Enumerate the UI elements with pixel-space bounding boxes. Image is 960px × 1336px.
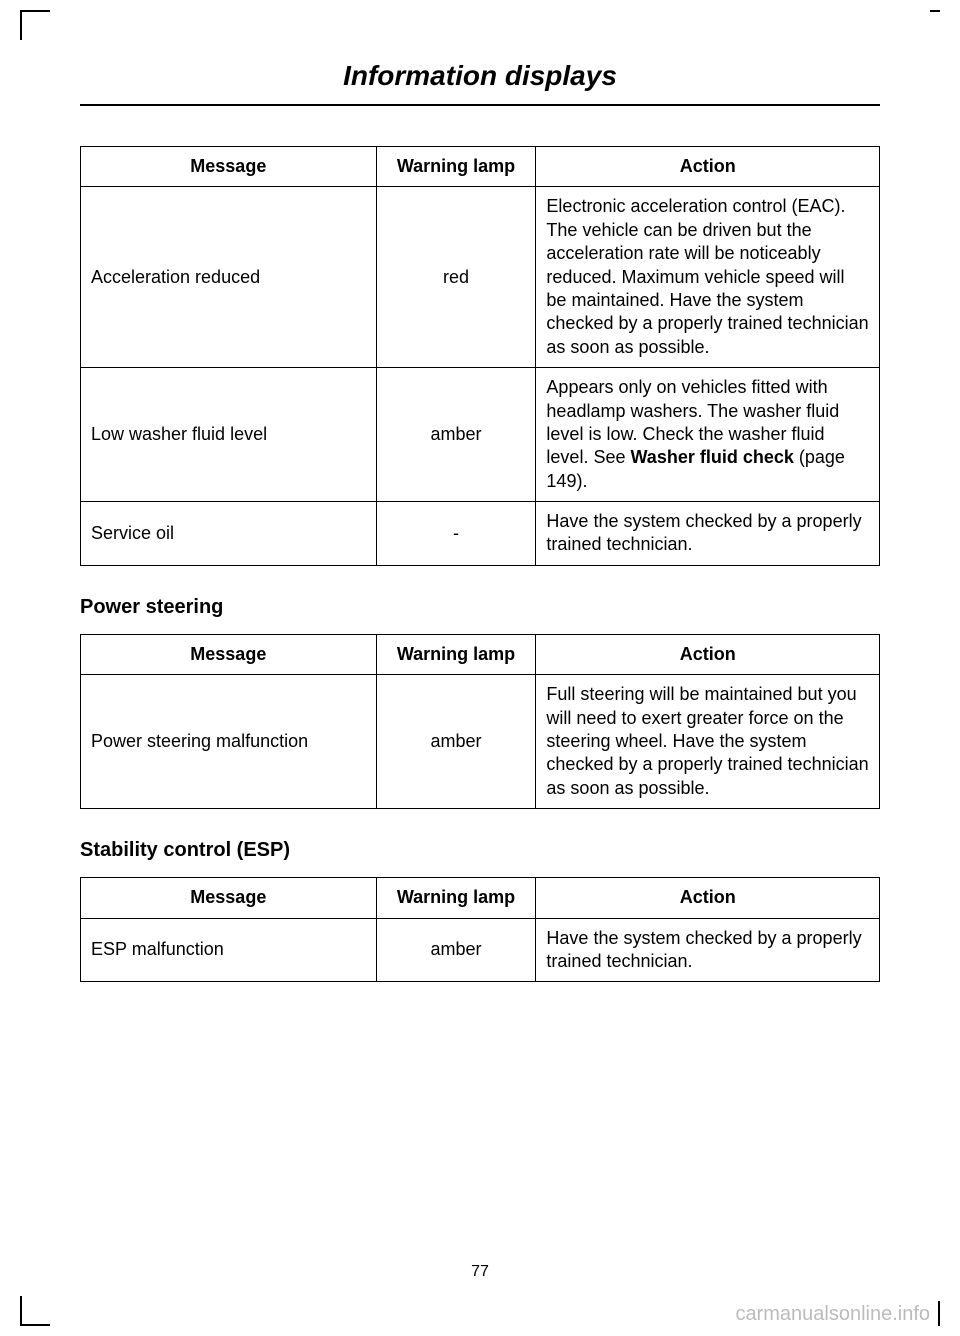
table-header-row: Message Warning lamp Action (81, 634, 880, 674)
header-action: Action (536, 878, 880, 918)
action-bold: Washer fluid check (630, 447, 793, 467)
table-row: Acceleration reduced red Electronic acce… (81, 187, 880, 368)
table-row: Low washer fluid level amber Appears onl… (81, 368, 880, 502)
cell-action: Electronic acceleration control (EAC). T… (536, 187, 880, 368)
cell-lamp: amber (376, 675, 536, 809)
cell-message: Low washer fluid level (81, 368, 377, 502)
table-header-row: Message Warning lamp Action (81, 878, 880, 918)
cell-lamp: amber (376, 918, 536, 982)
crop-mark-top-left (20, 10, 50, 40)
cell-lamp: - (376, 502, 536, 566)
page-title: Information displays (80, 60, 880, 106)
cell-message: Acceleration reduced (81, 187, 377, 368)
watermark: carmanualsonline.info (735, 1303, 930, 1326)
cell-action: Have the system checked by a properly tr… (536, 502, 880, 566)
table-header-row: Message Warning lamp Action (81, 147, 880, 187)
messages-table-2: Message Warning lamp Action Power steeri… (80, 634, 880, 809)
header-action: Action (536, 634, 880, 674)
crop-mark-bottom-right (938, 1301, 940, 1326)
crop-mark-top-right (930, 10, 940, 12)
cell-message: Power steering malfunction (81, 675, 377, 809)
table-row: Power steering malfunction amber Full st… (81, 675, 880, 809)
cell-lamp: red (376, 187, 536, 368)
page-number: 77 (0, 1263, 960, 1281)
header-lamp: Warning lamp (376, 147, 536, 187)
header-message: Message (81, 634, 377, 674)
messages-table-1: Message Warning lamp Action Acceleration… (80, 146, 880, 566)
header-message: Message (81, 147, 377, 187)
cell-action: Appears only on vehicles fitted with hea… (536, 368, 880, 502)
cell-message: Service oil (81, 502, 377, 566)
header-lamp: Warning lamp (376, 878, 536, 918)
crop-mark-bottom-left (20, 1296, 50, 1326)
subheading-power-steering: Power steering (80, 596, 880, 619)
header-message: Message (81, 878, 377, 918)
page-content: Information displays Message Warning lam… (0, 0, 960, 1052)
header-lamp: Warning lamp (376, 634, 536, 674)
table-row: Service oil - Have the system checked by… (81, 502, 880, 566)
header-action: Action (536, 147, 880, 187)
cell-lamp: amber (376, 368, 536, 502)
messages-table-3: Message Warning lamp Action ESP malfunct… (80, 877, 880, 982)
cell-action: Have the system checked by a properly tr… (536, 918, 880, 982)
subheading-stability-control: Stability control (ESP) (80, 839, 880, 862)
cell-message: ESP malfunction (81, 918, 377, 982)
cell-action: Full steering will be maintained but you… (536, 675, 880, 809)
table-row: ESP malfunction amber Have the system ch… (81, 918, 880, 982)
